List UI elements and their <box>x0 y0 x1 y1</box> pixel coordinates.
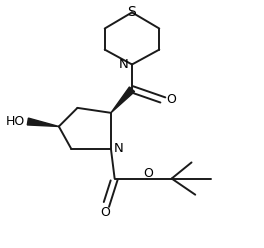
Text: O: O <box>167 93 177 106</box>
Text: O: O <box>100 206 110 219</box>
Polygon shape <box>27 118 59 126</box>
Polygon shape <box>111 87 135 113</box>
Text: O: O <box>143 167 153 180</box>
Text: S: S <box>128 5 136 19</box>
Text: HO: HO <box>6 115 25 128</box>
Text: N: N <box>119 58 128 71</box>
Text: N: N <box>114 142 124 155</box>
